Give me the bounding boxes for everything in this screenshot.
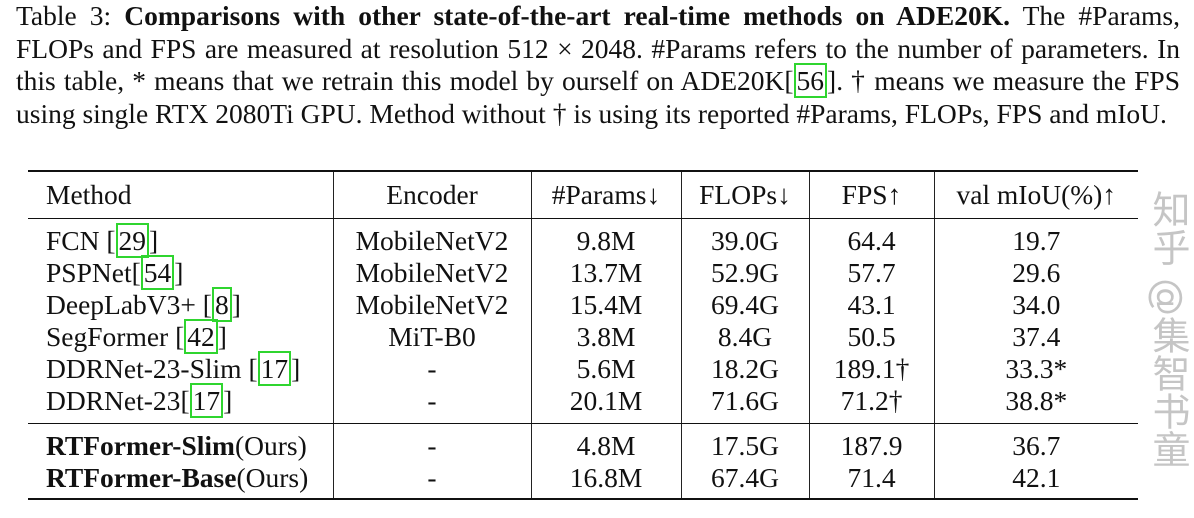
method-name: RTFormer-Slim bbox=[46, 430, 235, 461]
table-row: DDRNet-23[17] -20.1M 71.6G 71.2† 38.8* bbox=[28, 383, 1138, 424]
cell-params: 20.1M bbox=[530, 385, 681, 424]
cell-fps: 187.9 bbox=[808, 423, 934, 462]
cell-miou: 33.3* bbox=[933, 353, 1138, 385]
table-row: DDRNet-23-Slim [17] -5.6M 18.2G 189.1† 33.3* bbox=[28, 351, 1138, 386]
caption-label: Table 3: bbox=[16, 0, 112, 31]
cell-fps: 50.5 bbox=[808, 321, 934, 353]
column-header: FPS↑ bbox=[808, 170, 934, 219]
cell-fps: 71.4 bbox=[808, 462, 934, 500]
cell-params: 9.8M bbox=[530, 218, 681, 257]
citation-link[interactable]: 17 bbox=[189, 383, 224, 418]
method-name: SegFormer bbox=[46, 321, 176, 352]
comparison-table: Method Encoder #Params↓ FLOPs↓ FPS↑ val … bbox=[28, 170, 1138, 500]
cell-flops: 69.4G bbox=[680, 289, 809, 321]
cell-fps: 57.7 bbox=[808, 257, 934, 289]
cell-encoder: - bbox=[332, 423, 531, 462]
citation-link[interactable]: 8 bbox=[211, 287, 232, 322]
cell-params: 5.6M bbox=[530, 353, 681, 385]
cell-encoder: - bbox=[332, 385, 531, 424]
cell-params: 16.8M bbox=[530, 462, 681, 500]
cell-encoder: - bbox=[332, 353, 531, 385]
cell-miou: 42.1 bbox=[933, 462, 1138, 500]
cell-method: DDRNet-23-Slim [17] bbox=[46, 351, 301, 386]
cell-miou: 38.8* bbox=[933, 385, 1138, 424]
citation-link[interactable]: 54 bbox=[140, 255, 175, 290]
cell-miou: 34.0 bbox=[933, 289, 1138, 321]
cell-flops: 39.0G bbox=[680, 218, 809, 257]
citation-link[interactable]: 17 bbox=[257, 351, 292, 386]
cell-flops: 52.9G bbox=[680, 257, 809, 289]
cell-method: FCN [29] bbox=[46, 223, 159, 258]
column-header: Method bbox=[28, 170, 333, 219]
column-header: Encoder bbox=[332, 170, 531, 219]
cell-method: RTFormer-Base(Ours) bbox=[28, 462, 333, 500]
method-suffix: (Ours) bbox=[236, 462, 309, 493]
caption-text: The #Params, FLOPs and FPS are measured … bbox=[16, 0, 1181, 97]
cell-miou: 19.7 bbox=[933, 218, 1138, 257]
cell-flops: 67.4G bbox=[680, 462, 809, 500]
citation-link[interactable]: 42 bbox=[184, 319, 218, 354]
cell-params: 13.7M bbox=[530, 257, 681, 289]
cell-fps: 64.4 bbox=[808, 218, 934, 257]
cell-miou: 37.4 bbox=[933, 321, 1138, 353]
cell-method: DDRNet-23[17] bbox=[28, 383, 333, 424]
table-row: PSPNet[54] MobileNetV2 13.7M 52.9G 57.7 29.6 bbox=[28, 255, 1138, 290]
cell-encoder: - bbox=[332, 462, 531, 500]
column-header: FLOPs↓ bbox=[680, 170, 809, 219]
cell-method: RTFormer-Slim(Ours) bbox=[28, 424, 333, 463]
table-row: RTFormer-Base(Ours) -16.8M 67.4G 71.4 42.1 bbox=[28, 462, 1138, 500]
table-caption: Table 3: Comparisons with other state-of… bbox=[16, 0, 1180, 130]
column-header: val mIoU(%)↑ bbox=[933, 170, 1138, 219]
table-row: DeepLabV3+ [8] MobileNetV2 15.4M 69.4G 43.1 3… bbox=[28, 287, 1138, 322]
cell-miou: 29.6 bbox=[933, 257, 1138, 289]
cell-flops: 18.2G bbox=[680, 353, 809, 385]
method-name: DDRNet-23-Slim bbox=[46, 353, 249, 384]
cell-fps: 189.1† bbox=[808, 353, 934, 385]
table-row: SegFormer [42] MiT-B0 3.8M 8.4G 50.5 37.4 bbox=[28, 319, 1138, 354]
method-name: DDRNet-23 bbox=[46, 385, 181, 416]
cell-encoder: MiT-B0 bbox=[332, 321, 531, 353]
method-suffix: (Ours) bbox=[234, 430, 307, 461]
citation-link[interactable]: 56 bbox=[793, 63, 828, 99]
cell-flops: 8.4G bbox=[680, 321, 809, 353]
cell-encoder: MobileNetV2 bbox=[332, 257, 531, 289]
caption-title: Comparisons with other state-of-the-art … bbox=[124, 0, 1010, 31]
cell-fps: 71.2† bbox=[808, 385, 934, 424]
cell-params: 3.8M bbox=[530, 321, 681, 353]
citation-link[interactable]: 29 bbox=[115, 223, 150, 258]
watermark: 知乎 @集智书童 bbox=[1146, 190, 1190, 469]
method-name: DeepLabV3+ bbox=[46, 289, 203, 320]
cell-fps: 43.1 bbox=[808, 289, 934, 321]
cell-method: DeepLabV3+ [8] bbox=[46, 287, 241, 322]
cell-encoder: MobileNetV2 bbox=[332, 218, 531, 257]
cell-miou: 36.7 bbox=[933, 423, 1138, 462]
table-header-row: Method Encoder #Params↓ FLOPs↓ FPS↑ val … bbox=[28, 170, 1138, 219]
table-row: FCN [29] MobileNetV2 9.8M 39.0G 64.4 19.7 bbox=[28, 218, 1138, 258]
caption-text: ]. † means we measure the FPS using sing… bbox=[16, 65, 1180, 129]
method-name: FCN bbox=[46, 225, 107, 256]
cell-flops: 71.6G bbox=[680, 385, 809, 424]
cell-params: 15.4M bbox=[530, 289, 681, 321]
method-name: PSPNet bbox=[46, 257, 132, 288]
cell-method: SegFormer [42] bbox=[46, 319, 227, 354]
column-header: #Params↓ bbox=[530, 170, 681, 219]
table-row: RTFormer-Slim(Ours) -4.8M 17.5G 187.9 36.7 bbox=[28, 423, 1138, 463]
cell-params: 4.8M bbox=[530, 423, 681, 462]
cell-encoder: MobileNetV2 bbox=[332, 289, 531, 321]
cell-method: PSPNet[54] bbox=[46, 255, 184, 290]
method-name: RTFormer-Base bbox=[46, 462, 237, 493]
cell-flops: 17.5G bbox=[680, 423, 809, 462]
